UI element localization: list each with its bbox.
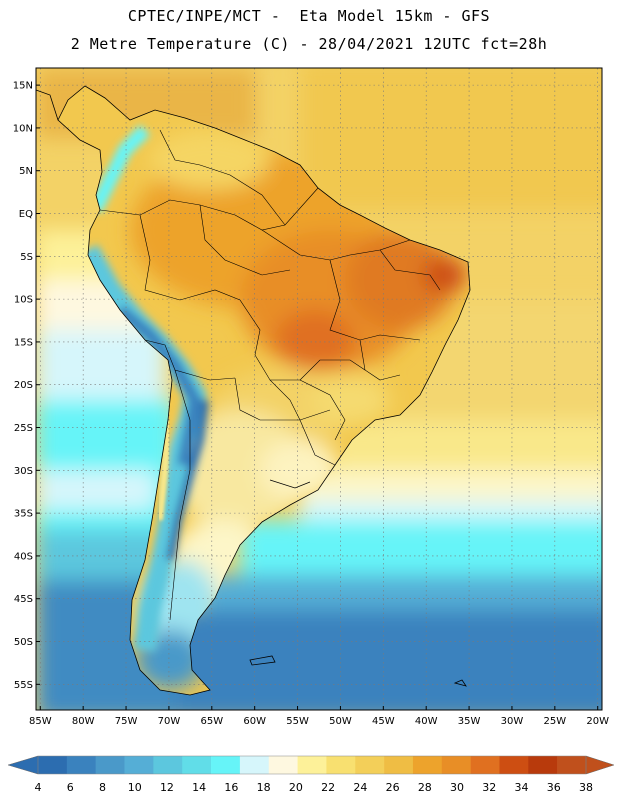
lat-label: 10N (13, 123, 33, 134)
lat-label: 25S (14, 423, 33, 434)
colorbar-label: 8 (99, 781, 106, 794)
colorbar-swatch (239, 756, 270, 774)
lon-label: 50W (329, 716, 352, 727)
colorbar-label: 30 (450, 781, 464, 794)
colorbar-swatch (124, 756, 154, 774)
colorbar-swatch (412, 756, 443, 774)
lat-label: 15S (14, 337, 33, 348)
colorbar-label: 6 (67, 781, 74, 794)
lat-label: 45S (14, 594, 33, 605)
lon-label: 75W (115, 716, 138, 727)
colorbar-label: 18 (257, 781, 271, 794)
title-line-2: 2 Metre Temperature (C) - 28/04/2021 12U… (70, 35, 548, 53)
colorbar-label: 22 (321, 781, 335, 794)
lon-label: 85W (29, 716, 52, 727)
lon-label: 65W (200, 716, 223, 727)
lon-label: 60W (243, 716, 266, 727)
lat-label: 15N (13, 81, 33, 92)
lat-label: 55S (14, 680, 33, 691)
lon-label: 30W (501, 716, 524, 727)
colorbar-swatch (384, 756, 414, 774)
colorbar-label: 32 (482, 781, 496, 794)
colorbar-swatch (182, 756, 212, 774)
colorbar-swatch (326, 756, 356, 774)
colorbar-swatch (441, 756, 471, 774)
colorbar-swatch (557, 756, 587, 774)
colorbar-border (37, 755, 587, 775)
colorbar-label: 38 (579, 781, 593, 794)
colorbar-swatch (38, 756, 68, 774)
colorbar-swatch (153, 756, 183, 774)
colorbar-label: 34 (515, 781, 529, 794)
country-borders (99, 129, 441, 621)
lon-label: 80W (72, 716, 95, 727)
lon-label: 35W (458, 716, 481, 727)
colorbar-label: 16 (224, 781, 238, 794)
lat-label: 5N (19, 166, 33, 177)
colorbar-label: 26 (386, 781, 400, 794)
colorbar-swatch (211, 756, 241, 774)
lat-label: 30S (14, 466, 33, 477)
colorbar-min-arrow (7, 755, 39, 775)
lat-label: 20S (14, 380, 33, 391)
lon-label: 25W (544, 716, 567, 727)
lon-label: 20W (586, 716, 609, 727)
lon-label: 40W (415, 716, 438, 727)
lat-label: 35S (14, 509, 33, 520)
colorbar-swatch (528, 756, 558, 774)
colorbar: 4 6 8 10 12 14 16 18 20 22 24 26 28 30 32 34 36 38 (7, 755, 615, 794)
coastlines (35, 85, 471, 696)
latitude-axis: 15N 10N 5N EQ 5S 10S 15S 20S 25S 30S 35S 40S 45S 50S 5… (13, 81, 40, 691)
colorbar-swatch (66, 756, 96, 774)
colorbar-swatch (268, 756, 298, 774)
temperature-field (36, 68, 602, 710)
colorbar-max-arrow (585, 755, 615, 775)
colorbar-swatch (470, 756, 500, 774)
colorbar-label: 12 (160, 781, 174, 794)
colorbar-label: 10 (128, 781, 142, 794)
lat-label: 10S (14, 295, 33, 306)
title-line-1: CPTEC/INPE/MCT - Eta Model 15km - GFS (127, 7, 491, 25)
colorbar-label: 4 (35, 781, 42, 794)
map-frame (35, 67, 603, 711)
lon-label: 45W (372, 716, 395, 727)
lat-label: 50S (14, 637, 33, 648)
lat-label: 40S (14, 551, 33, 562)
colorbar-swatch (95, 756, 125, 774)
colorbar-swatch (355, 756, 385, 774)
colorbar-label: 14 (192, 781, 206, 794)
lat-label: EQ (19, 209, 33, 220)
colorbar-label: 20 (289, 781, 303, 794)
colorbar-swatch (297, 756, 327, 774)
lon-label: 70W (158, 716, 181, 727)
lon-label: 55W (286, 716, 309, 727)
colorbar-label: 24 (353, 781, 367, 794)
lat-label: 5S (20, 252, 33, 263)
colorbar-swatch (499, 756, 529, 774)
colorbar-label: 28 (418, 781, 432, 794)
colorbar-label: 36 (547, 781, 561, 794)
longitude-axis: 85W 80W 75W 70W 65W 60W 55W 50W 45W 40W 35W 30W 25W 2… (29, 706, 609, 727)
